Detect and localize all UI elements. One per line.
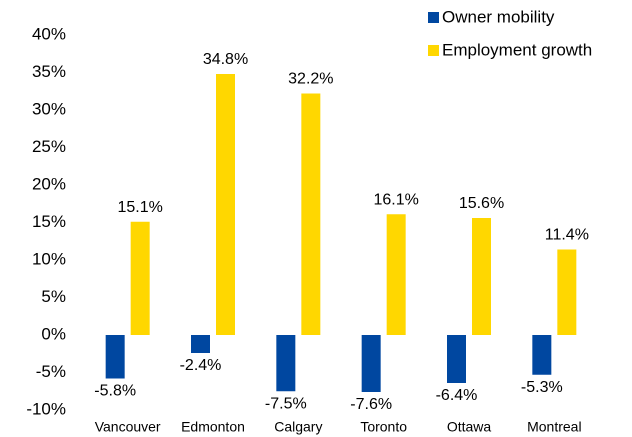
x-tick-label: Edmonton <box>181 419 245 435</box>
bar <box>301 93 321 335</box>
data-label: -7.6% <box>350 396 392 413</box>
data-label: -6.4% <box>436 387 478 404</box>
y-tick-label: 0% <box>41 324 66 343</box>
data-label: 15.6% <box>459 195 504 212</box>
y-tick-label: 15% <box>32 212 66 231</box>
data-label: -5.3% <box>521 379 563 396</box>
bar <box>276 335 296 392</box>
data-label: 11.4% <box>545 227 589 244</box>
x-tick-label: Calgary <box>274 419 322 435</box>
bar <box>472 218 491 335</box>
x-tick-label: Montreal <box>527 419 581 435</box>
data-label: 34.8% <box>203 51 248 68</box>
bar <box>191 335 210 353</box>
legend-label: Employment growth <box>442 40 592 59</box>
y-tick-label: -5% <box>36 362 66 381</box>
legend-swatch <box>428 45 439 56</box>
bar <box>557 249 577 335</box>
bar <box>386 214 406 335</box>
bar <box>447 335 466 383</box>
bar <box>361 335 381 392</box>
x-tick-label: Vancouver <box>95 419 161 435</box>
y-tick-label: 5% <box>41 287 66 306</box>
bar <box>105 335 125 379</box>
data-label: -5.8% <box>94 383 136 400</box>
bar <box>532 335 552 375</box>
data-label: 16.1% <box>373 191 418 208</box>
x-tick-label: Toronto <box>360 419 407 435</box>
y-tick-label: 35% <box>32 62 66 81</box>
legend-label: Owner mobility <box>442 7 555 26</box>
legend-swatch <box>428 12 439 23</box>
data-label: -2.4% <box>180 357 222 374</box>
y-tick-label: -10% <box>26 399 66 418</box>
y-tick-label: 25% <box>32 137 66 156</box>
bar <box>130 221 150 335</box>
y-tick-label: 40% <box>32 24 66 43</box>
data-label: -7.5% <box>265 395 307 412</box>
data-label: 15.1% <box>117 199 162 216</box>
y-tick-label: 10% <box>32 249 66 268</box>
y-tick-label: 30% <box>32 99 66 118</box>
y-tick-label: 20% <box>32 174 66 193</box>
x-tick-label: Ottawa <box>447 419 492 435</box>
bar <box>216 74 235 335</box>
data-label: 32.2% <box>288 71 333 88</box>
